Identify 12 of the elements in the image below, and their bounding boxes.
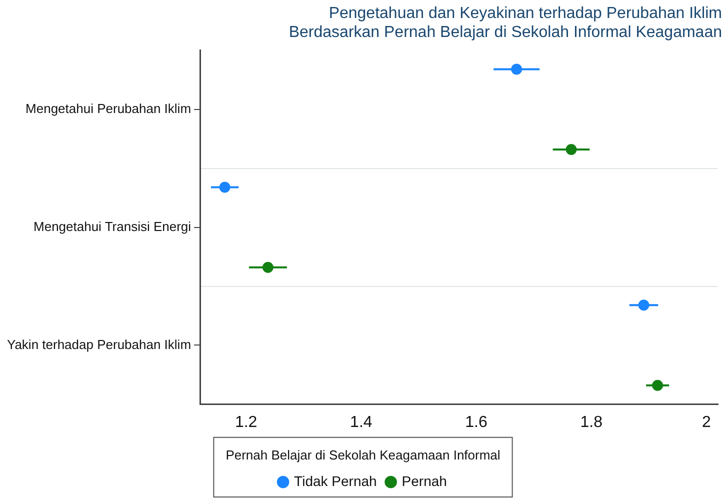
- x-tick-label: 1.4: [350, 414, 372, 432]
- chart-title: Pengetahuan dan Keyakinan terhadap Perubahan Iklim Berdasarkan Pernah Belajar di Sekolah Informal Keagamaan: [288, 5, 722, 42]
- y-tick-label: Yakin terhadap Perubahan Iklim: [6, 336, 192, 352]
- legend-label: Tidak Pernah: [294, 472, 377, 489]
- legend-title: Pernah Belajar di Sekolah Keagamaan Informal: [226, 447, 500, 462]
- x-tick-label: 1.2: [234, 414, 258, 432]
- x-tick-label: 1.6: [465, 414, 488, 432]
- x-tick-label: 2: [702, 414, 712, 432]
- legend-label: Pernah: [402, 472, 447, 489]
- y-tick-label: Mengetahui Transisi Energi: [34, 218, 192, 234]
- y-tick-label: Mengetahui Perubahan Iklim: [26, 100, 192, 116]
- x-tick-label: 1.8: [580, 414, 603, 432]
